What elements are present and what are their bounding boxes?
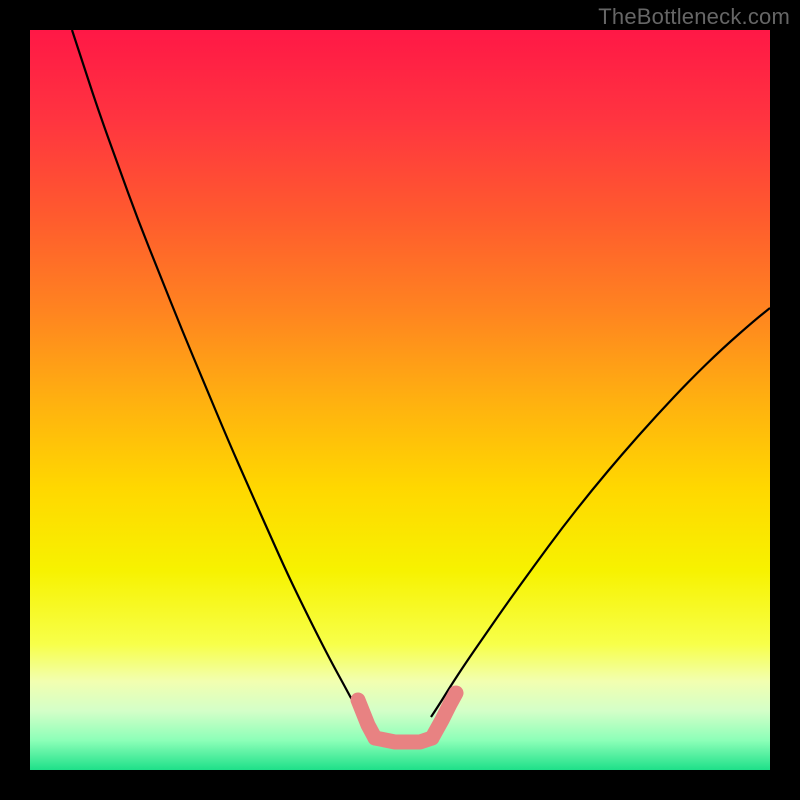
pink-marker-segment-1 bbox=[375, 738, 432, 742]
chart-svg bbox=[30, 30, 770, 770]
right-curve bbox=[431, 308, 770, 717]
left-curve bbox=[72, 30, 363, 717]
pink-marker-segment-2 bbox=[432, 693, 456, 738]
watermark-text: TheBottleneck.com bbox=[598, 4, 790, 30]
plot-area bbox=[30, 30, 770, 770]
